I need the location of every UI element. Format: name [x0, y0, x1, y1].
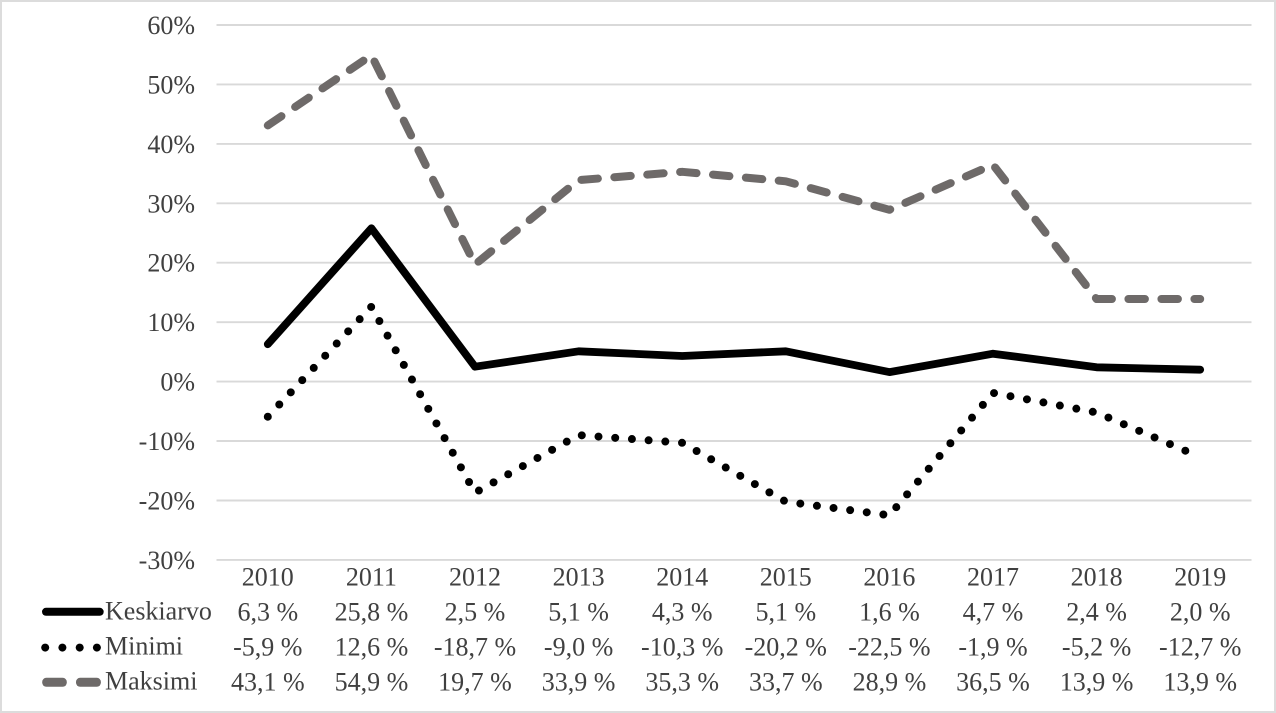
svg-text:0%: 0%	[160, 368, 195, 397]
svg-text:13,9 %: 13,9 %	[1060, 668, 1134, 697]
svg-text:2013: 2013	[553, 563, 605, 592]
svg-text:-9,0 %: -9,0 %	[544, 633, 613, 662]
svg-text:6,3 %: 6,3 %	[237, 598, 298, 627]
svg-text:-30%: -30%	[139, 546, 195, 575]
svg-text:-5,9 %: -5,9 %	[233, 633, 302, 662]
svg-text:-5,2 %: -5,2 %	[1062, 633, 1131, 662]
svg-text:2,5 %: 2,5 %	[445, 598, 506, 627]
svg-text:30%: 30%	[147, 189, 195, 218]
svg-text:28,9 %: 28,9 %	[853, 668, 927, 697]
svg-text:2012: 2012	[449, 563, 501, 592]
svg-text:40%: 40%	[147, 130, 195, 159]
svg-text:-1,9 %: -1,9 %	[958, 633, 1027, 662]
svg-text:2017: 2017	[967, 563, 1019, 592]
svg-text:Keskiarvo: Keskiarvo	[105, 597, 212, 626]
svg-text:10%: 10%	[147, 308, 195, 337]
svg-text:54,9 %: 54,9 %	[335, 668, 409, 697]
svg-text:-20,2 %: -20,2 %	[745, 633, 827, 662]
svg-text:-10%: -10%	[139, 427, 195, 456]
svg-text:2018: 2018	[1071, 563, 1123, 592]
svg-text:2011: 2011	[346, 563, 397, 592]
svg-text:-12,7 %: -12,7 %	[1159, 633, 1241, 662]
svg-text:13,9 %: 13,9 %	[1163, 668, 1237, 697]
svg-text:25,8 %: 25,8 %	[335, 598, 409, 627]
svg-text:36,5 %: 36,5 %	[956, 668, 1030, 697]
svg-text:Minimi: Minimi	[105, 632, 183, 661]
svg-text:43,1 %: 43,1 %	[231, 668, 305, 697]
svg-text:-20%: -20%	[139, 487, 195, 516]
svg-text:2016: 2016	[863, 563, 915, 592]
svg-text:12,6 %: 12,6 %	[335, 633, 409, 662]
svg-text:2,4 %: 2,4 %	[1066, 598, 1127, 627]
svg-text:19,7 %: 19,7 %	[438, 668, 512, 697]
svg-text:2,0 %: 2,0 %	[1170, 598, 1231, 627]
svg-text:5,1 %: 5,1 %	[548, 598, 609, 627]
svg-text:-10,3 %: -10,3 %	[641, 633, 723, 662]
svg-text:20%: 20%	[147, 249, 195, 278]
svg-text:2010: 2010	[242, 563, 294, 592]
svg-text:Maksimi: Maksimi	[105, 667, 197, 696]
svg-text:2015: 2015	[760, 563, 812, 592]
svg-text:60%: 60%	[147, 11, 195, 40]
svg-text:-22,5 %: -22,5 %	[848, 633, 930, 662]
svg-text:4,3 %: 4,3 %	[652, 598, 713, 627]
svg-text:4,7 %: 4,7 %	[963, 598, 1024, 627]
svg-text:5,1 %: 5,1 %	[755, 598, 816, 627]
svg-text:33,9 %: 33,9 %	[542, 668, 616, 697]
svg-text:-18,7 %: -18,7 %	[434, 633, 516, 662]
svg-text:2019: 2019	[1174, 563, 1226, 592]
svg-text:1,6 %: 1,6 %	[859, 598, 920, 627]
svg-text:50%: 50%	[147, 70, 195, 99]
svg-text:2014: 2014	[656, 563, 708, 592]
svg-text:35,3 %: 35,3 %	[645, 668, 719, 697]
svg-text:33,7 %: 33,7 %	[749, 668, 823, 697]
